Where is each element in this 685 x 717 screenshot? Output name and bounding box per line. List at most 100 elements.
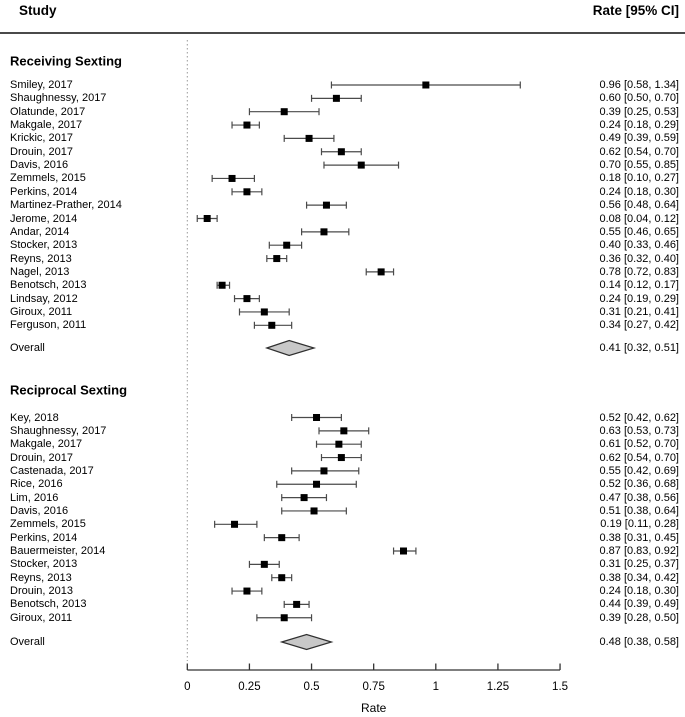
column-header-study: Study xyxy=(19,3,57,18)
study-label: Zemmels, 2015 xyxy=(10,172,86,185)
study-label: Castenada, 2017 xyxy=(10,464,94,477)
point-estimate-marker xyxy=(332,94,340,102)
overall-label: Overall xyxy=(10,636,45,648)
overall-ci-value: 0.48 [0.38, 0.58] xyxy=(599,636,679,648)
study-ci-value: 0.55 [0.42, 0.69] xyxy=(599,464,679,477)
study-ci-value: 0.44 [0.39, 0.49] xyxy=(599,598,679,611)
study-label: Rice, 2016 xyxy=(10,478,63,491)
point-estimate-marker xyxy=(278,534,286,542)
study-label: Benotsch, 2013 xyxy=(10,598,87,611)
point-estimate-marker xyxy=(203,215,211,222)
point-estimate-marker xyxy=(305,134,313,142)
point-estimate-marker xyxy=(320,228,328,236)
point-estimate-marker xyxy=(231,520,239,528)
study-label: Drouin, 2017 xyxy=(10,145,73,158)
point-estimate-marker xyxy=(280,108,288,116)
point-estimate-marker xyxy=(335,440,343,448)
study-ci-value: 0.62 [0.54, 0.70] xyxy=(599,451,679,464)
study-label: Perkins, 2014 xyxy=(10,531,78,544)
study-label: Bauermeister, 2014 xyxy=(10,545,106,557)
overall-ci-value: 0.41 [0.32, 0.51] xyxy=(599,342,679,354)
study-ci-value: 0.55 [0.46, 0.65] xyxy=(599,225,679,238)
x-axis-tick-label: 0.25 xyxy=(238,681,260,693)
study-label: Lindsay, 2012 xyxy=(10,292,78,305)
column-header-rate-ci: Rate [95% CI] xyxy=(592,3,679,18)
study-ci-value: 0.60 [0.50, 0.70] xyxy=(599,92,679,105)
x-axis-tick-label: 1.25 xyxy=(487,681,509,693)
point-estimate-marker xyxy=(243,188,251,196)
study-label: Davis, 2016 xyxy=(10,159,69,172)
x-axis-tick-label: 0 xyxy=(184,681,190,693)
study-ci-value: 0.18 [0.10, 0.27] xyxy=(599,172,679,185)
study-ci-value: 0.38 [0.31, 0.45] xyxy=(599,531,679,544)
study-ci-value: 0.63 [0.53, 0.73] xyxy=(599,424,679,437)
group-title: Reciprocal Sexting xyxy=(10,382,128,398)
study-ci-value: 0.70 [0.55, 0.85] xyxy=(599,159,679,172)
study-ci-value: 0.52 [0.36, 0.68] xyxy=(599,478,679,491)
point-estimate-marker xyxy=(377,268,385,276)
study-ci-value: 0.38 [0.34, 0.42] xyxy=(599,571,679,584)
header-divider-rule xyxy=(0,32,685,34)
study-label: Makgale, 2017 xyxy=(10,438,83,451)
study-label: Olatunde, 2017 xyxy=(10,105,86,118)
study-label: Stocker, 2013 xyxy=(10,558,78,571)
point-estimate-marker xyxy=(337,454,345,462)
x-axis-tick-label: 0.5 xyxy=(304,681,320,693)
overall-summary-diamond xyxy=(264,339,317,357)
study-label: Reyns, 2013 xyxy=(10,252,72,265)
study-ci-value: 0.24 [0.19, 0.29] xyxy=(599,292,679,305)
study-label: Reyns, 2013 xyxy=(10,571,72,584)
point-estimate-marker xyxy=(320,467,328,475)
study-ci-value: 0.31 [0.21, 0.41] xyxy=(599,305,679,318)
study-ci-value: 0.08 [0.04, 0.12] xyxy=(599,212,679,225)
study-ci-value: 0.39 [0.28, 0.50] xyxy=(599,611,679,624)
study-label: Giroux, 2011 xyxy=(10,305,73,318)
study-ci-value: 0.40 [0.33, 0.46] xyxy=(599,239,679,252)
study-ci-value: 0.62 [0.54, 0.70] xyxy=(599,145,679,158)
study-ci-value: 0.31 [0.25, 0.37] xyxy=(599,558,679,571)
point-estimate-marker xyxy=(260,560,268,568)
point-estimate-marker xyxy=(278,574,286,582)
study-ci-value: 0.39 [0.25, 0.53] xyxy=(599,105,679,118)
study-label: Shaughnessy, 2017 xyxy=(10,424,107,437)
study-label: Martinez-Prather, 2014 xyxy=(10,199,122,212)
point-estimate-marker xyxy=(357,161,365,169)
study-ci-value: 0.51 [0.38, 0.64] xyxy=(599,504,679,517)
study-ci-value: 0.36 [0.32, 0.40] xyxy=(599,252,679,265)
study-ci-value: 0.34 [0.27, 0.42] xyxy=(599,319,679,332)
overall-summary-diamond xyxy=(279,633,334,651)
study-label: Stocker, 2013 xyxy=(10,239,78,252)
study-label: Davis, 2016 xyxy=(10,504,69,517)
study-ci-value: 0.24 [0.18, 0.30] xyxy=(599,585,679,598)
study-ci-value: 0.96 [0.58, 1.34] xyxy=(599,79,679,91)
point-estimate-marker xyxy=(310,507,318,515)
study-ci-value: 0.24 [0.18, 0.30] xyxy=(599,185,679,198)
point-estimate-marker xyxy=(300,494,308,502)
point-estimate-marker xyxy=(313,480,321,488)
study-label: Perkins, 2014 xyxy=(10,185,78,198)
point-estimate-marker xyxy=(283,241,291,249)
x-axis-tick-label: 0.75 xyxy=(362,681,384,693)
point-estimate-marker xyxy=(218,281,226,289)
point-estimate-marker xyxy=(243,295,251,303)
study-label: Zemmels, 2015 xyxy=(10,518,86,531)
point-estimate-marker xyxy=(337,148,345,156)
study-ci-value: 0.78 [0.72, 0.83] xyxy=(599,265,679,278)
study-ci-value: 0.56 [0.48, 0.64] xyxy=(599,199,679,212)
study-label: Giroux, 2011 xyxy=(10,611,73,624)
point-estimate-marker xyxy=(293,600,301,608)
study-label: Krickic, 2017 xyxy=(10,132,73,145)
study-label: Key, 2018 xyxy=(10,411,59,424)
point-estimate-marker xyxy=(260,308,268,316)
overall-label: Overall xyxy=(10,342,45,354)
point-estimate-marker xyxy=(399,547,407,555)
study-ci-value: 0.19 [0.11, 0.28] xyxy=(600,518,679,531)
study-ci-value: 0.47 [0.38, 0.56] xyxy=(599,491,679,504)
study-label: Andar, 2014 xyxy=(10,225,70,238)
study-label: Drouin, 2013 xyxy=(10,585,73,598)
study-ci-value: 0.61 [0.52, 0.70] xyxy=(599,438,679,451)
study-label: Drouin, 2017 xyxy=(10,451,73,464)
x-axis-title: Rate xyxy=(361,701,387,715)
study-ci-value: 0.52 [0.42, 0.62] xyxy=(599,411,679,424)
x-axis-tick-label: 1 xyxy=(433,681,439,693)
